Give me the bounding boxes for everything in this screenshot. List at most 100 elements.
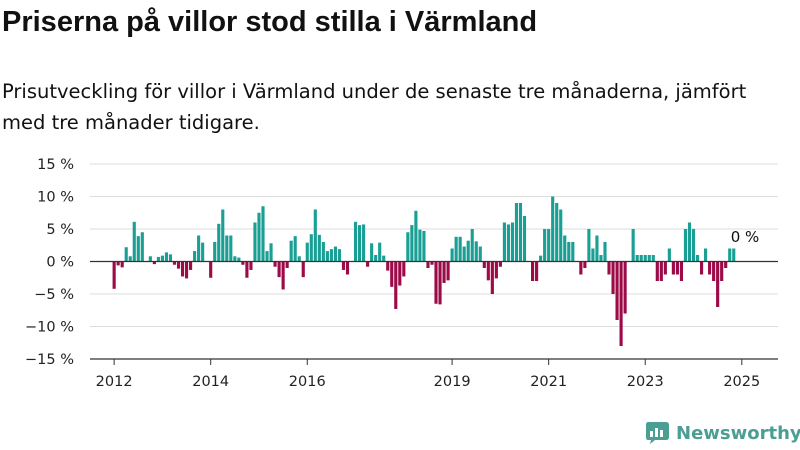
bar <box>382 255 386 262</box>
newsworthy-chart-icon <box>646 422 669 444</box>
axes <box>90 260 778 365</box>
x-tick-label: 2014 <box>192 374 229 390</box>
bar <box>695 255 700 262</box>
bar <box>160 255 164 262</box>
bar <box>265 251 269 262</box>
bar <box>543 229 547 262</box>
bar <box>261 206 265 262</box>
bar <box>257 212 261 262</box>
chart-title: Priserna på villor stod stilla i Värmlan… <box>2 6 538 38</box>
bar <box>510 222 515 262</box>
x-tick-label: 2012 <box>96 374 133 390</box>
bar <box>245 261 249 278</box>
bar <box>486 261 490 281</box>
bar <box>732 248 736 262</box>
bar <box>430 261 434 265</box>
bar <box>378 242 382 262</box>
bar <box>422 230 426 262</box>
bar <box>305 242 309 262</box>
bar <box>607 261 611 275</box>
bar <box>708 261 712 275</box>
bar <box>502 222 506 262</box>
bar <box>289 240 293 262</box>
bar <box>386 261 390 271</box>
bar <box>209 261 213 278</box>
bar <box>571 242 575 262</box>
bar <box>193 251 197 262</box>
bar <box>269 243 273 262</box>
bar <box>724 261 728 268</box>
bar <box>241 261 245 265</box>
bar <box>619 261 623 346</box>
bar <box>655 261 659 281</box>
y-tick-label: −5 % <box>34 287 74 303</box>
bar <box>434 261 438 304</box>
bar <box>442 261 446 283</box>
bar <box>277 261 281 278</box>
bar <box>309 234 313 262</box>
bar <box>587 229 591 262</box>
bar <box>221 209 225 262</box>
bar <box>366 261 370 267</box>
bar <box>679 261 684 281</box>
bars <box>112 196 736 346</box>
bar <box>217 223 221 262</box>
y-tick-label: −15 % <box>25 352 74 368</box>
bar <box>494 261 498 279</box>
bar <box>643 255 647 262</box>
bar <box>362 224 366 262</box>
bar <box>229 235 233 262</box>
bar <box>535 261 539 281</box>
bar <box>337 249 342 262</box>
bar <box>341 261 346 270</box>
bar <box>353 221 358 262</box>
bar <box>675 261 679 275</box>
bar <box>164 252 169 262</box>
bar <box>559 209 563 262</box>
bar <box>551 196 555 262</box>
bar <box>116 261 120 266</box>
bar <box>631 229 635 262</box>
bar <box>563 235 567 262</box>
bar <box>313 209 317 262</box>
bar <box>506 224 511 262</box>
bar <box>663 261 667 275</box>
bar <box>458 236 462 262</box>
labels: 15 % 10 % 5 % 0 % −5 % −10 % −15 % 2012 2014 2016… <box>25 157 760 390</box>
bar <box>410 225 414 262</box>
bar <box>390 261 394 287</box>
bar <box>213 242 217 262</box>
bar <box>357 225 362 262</box>
bar <box>647 255 651 262</box>
bar <box>233 256 237 262</box>
bar <box>659 261 663 281</box>
bar <box>438 261 442 305</box>
bar <box>168 254 173 262</box>
bar <box>704 248 708 262</box>
bar <box>402 261 406 277</box>
bar <box>317 234 321 262</box>
bar <box>225 235 229 262</box>
bar <box>716 261 720 307</box>
bar <box>579 261 583 275</box>
last-value-label: 0 % <box>731 228 760 246</box>
bar <box>394 261 398 309</box>
bar <box>599 255 603 262</box>
bar <box>136 236 140 262</box>
bar <box>639 255 643 262</box>
brand-name: Newsworthy <box>676 422 800 444</box>
bar <box>555 203 559 262</box>
bar <box>478 246 482 262</box>
y-tick-label: 0 % <box>46 255 74 271</box>
x-tick-label: 2025 <box>723 374 760 390</box>
bar <box>615 261 619 320</box>
bar <box>148 256 152 262</box>
bar <box>474 241 478 262</box>
x-tick-label: 2019 <box>434 374 471 390</box>
bar <box>253 222 257 262</box>
bar <box>603 242 607 262</box>
bar <box>635 255 639 262</box>
bar <box>325 251 329 262</box>
bar <box>518 203 523 262</box>
